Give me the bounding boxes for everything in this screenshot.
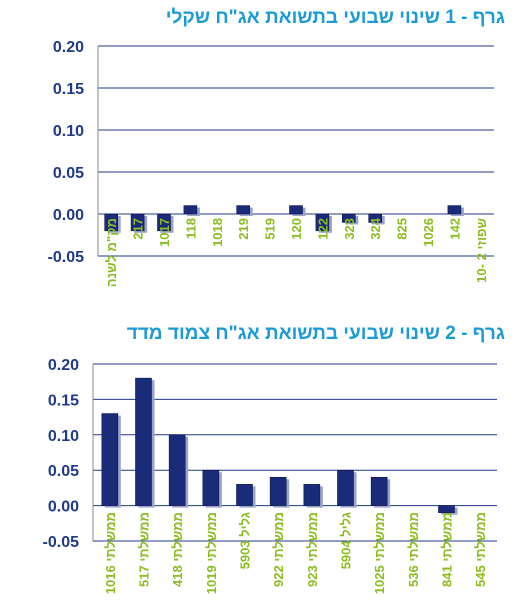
x-tick-label: 217: [131, 218, 146, 240]
x-tick-label: 219: [236, 218, 251, 240]
bar: [289, 205, 303, 215]
x-tick-label: גליל 5903: [238, 512, 253, 569]
y-tick-label: 0.20: [53, 39, 84, 56]
bar: [236, 205, 250, 215]
x-tick-label: 142: [447, 218, 462, 240]
bar: [370, 476, 388, 506]
x-tick-label: ממשלתי 922: [271, 512, 286, 587]
x-tick-label: ממשלתי 545: [473, 512, 488, 587]
bar: [168, 434, 186, 506]
bar: [202, 469, 220, 506]
x-tick-label: 519: [263, 218, 278, 240]
x-tick-label: ממשלתי 923: [305, 512, 320, 587]
y-tick-label: 0.10: [53, 123, 84, 140]
bar: [337, 469, 354, 506]
x-tick-label: מק"מ לשנה: [104, 218, 119, 287]
bar: [341, 213, 356, 223]
x-tick-label: ממשלתי 536: [406, 512, 421, 587]
y-tick-label: 0.10: [48, 428, 79, 445]
bar: [315, 213, 330, 232]
bar: [135, 377, 152, 506]
x-tick-label: גליל 5904: [339, 512, 354, 569]
bar: [438, 505, 455, 513]
bar: [130, 213, 145, 232]
bar: [269, 476, 287, 506]
bar: [101, 413, 119, 506]
x-tick-label: ממשלתי 517: [137, 512, 152, 587]
x-tick-label: 323: [342, 218, 357, 240]
y-tick-label: 0.00: [48, 499, 79, 516]
x-tick-label: 118: [183, 218, 198, 239]
x-tick-label: ממשלתי 1025: [372, 512, 387, 594]
bar: [157, 213, 171, 232]
y-tick-label: 0.15: [48, 392, 79, 409]
bar: [447, 205, 462, 215]
chart-1-title: גרף - 1 שינוי שבועי בתשואת אג"ח שקלי: [165, 7, 505, 28]
bar: [368, 213, 383, 223]
x-tick-label: ממשלתי 841: [440, 512, 455, 587]
y-tick-label: 0.15: [53, 81, 84, 98]
bar: [303, 484, 321, 506]
x-tick-label: ממשלתי 418: [170, 512, 185, 587]
x-tick-label: ממשלתי 1016: [103, 512, 118, 594]
x-tick-label: 1017: [157, 218, 172, 247]
x-tick-label: 122: [315, 218, 330, 240]
x-tick-label: 825: [395, 218, 410, 240]
x-tick-label: 1026: [421, 218, 436, 247]
y-tick-label: 0.05: [53, 165, 84, 182]
y-tick-label: 0.20: [48, 357, 79, 374]
bar: [183, 205, 198, 215]
y-tick-label: 0.05: [48, 463, 79, 480]
x-tick-label: ממשלתי 1019: [204, 512, 219, 594]
x-tick-label: 1018: [210, 218, 225, 247]
x-tick-label: 324: [368, 217, 383, 239]
y-tick-label: 0.00: [53, 207, 84, 224]
y-tick-label: -0.05: [48, 249, 85, 266]
chart-2-title: גרף - 2 שינוי שבועי בתשואת אג"ח צמוד מדד: [126, 323, 505, 344]
x-tick-label: 120: [289, 218, 304, 240]
y-tick-label: -0.05: [43, 534, 80, 551]
x-tick-label: שפוזי 2 -10: [474, 218, 489, 283]
bar: [104, 213, 118, 232]
bar: [236, 484, 253, 506]
